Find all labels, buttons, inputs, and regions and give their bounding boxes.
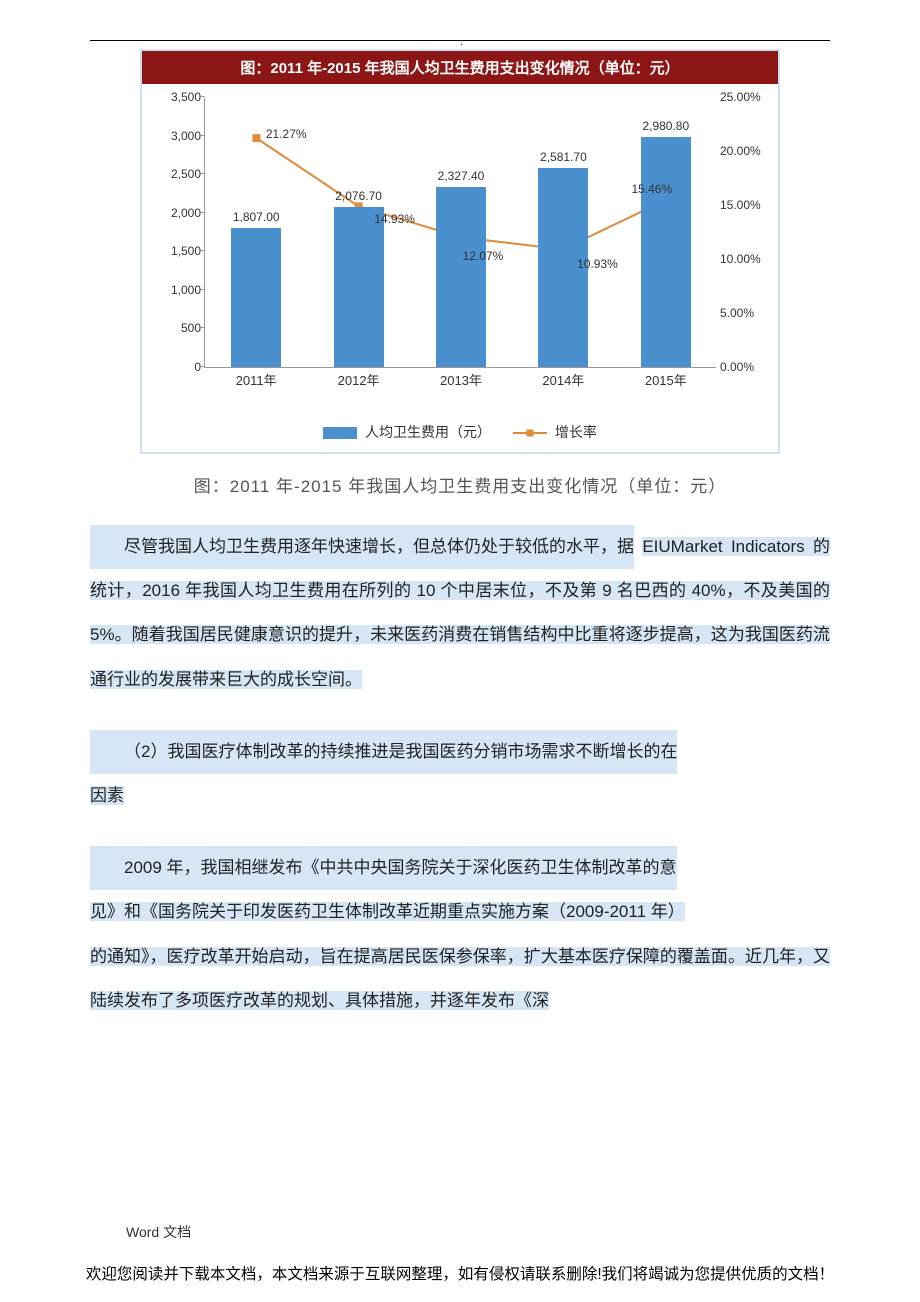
x-category-label: 2013年 [440,370,482,389]
x-category-label: 2015年 [645,370,687,389]
y-left-tick: 3,500 [155,90,201,104]
x-category-label: 2011年 [236,370,277,389]
y-left-tick: 2,500 [155,167,201,181]
bar-value-label: 2,076.70 [334,189,384,203]
legend-line-label: 增长率 [555,424,597,440]
p2-line2: 因素 [90,786,124,805]
x-category-label: 2014年 [542,370,584,389]
legend-line-swatch [513,427,547,439]
y-left-tick: 0 [155,360,201,374]
y-right-tick: 25.00% [720,90,772,104]
y-right-tick: 10.00% [720,252,772,266]
y-left-tick: 3,000 [155,129,201,143]
y-left-tick: 1,500 [155,244,201,258]
bar: 2,076.70 [334,207,384,367]
legend-bar-swatch [323,427,357,439]
p3-rest: 的通知》，医疗改革开始启动，旨在提高居民医保参保率，扩大基本医疗保障的覆盖面。近… [90,947,830,1010]
x-category-label: 2012年 [338,370,380,389]
chart-title-banner: 图：2011 年-2015 年我国人均卫生费用支出变化情况（单位：元） [142,51,778,84]
bar: 2,980.80 [641,137,691,367]
p2-line1: （2）我国医疗体制改革的持续推进是我国医药分销市场需求不断增长的在 [90,730,677,774]
y-left-tick: 1,000 [155,283,201,297]
growth-label: 21.27% [266,127,307,141]
paragraph-3: 2009 年，我国相继发布《中共中央国务院关于深化医药卫生体制改革的意 见》和《… [90,846,830,1023]
chart-caption: 图：2011 年-2015 年我国人均卫生费用支出变化情况（单位：元） [90,472,830,497]
y-left-tick: 2,000 [155,206,201,220]
chart-legend: 人均卫生费用（元） 增长率 [142,414,778,452]
p3-line2: 见》和《国务院关于印发医药卫生体制改革近期重点实施方案（2009-2011 年） [90,902,685,921]
bar: 1,807.00 [231,228,281,367]
y-right-tick: 20.00% [720,144,772,158]
y-right-tick: 15.00% [720,198,772,212]
chart-container: 图：2011 年-2015 年我国人均卫生费用支出变化情况（单位：元） 0 500… [140,49,780,454]
bar-value-label: 2,980.80 [641,119,691,133]
chart-plot: 05001,0001,5002,0002,5003,0003,5000.00%5… [204,98,716,368]
y-right-tick: 0.00% [720,360,772,374]
footer-word-label: Word 文档 [126,1222,191,1242]
header-dot: . [460,37,463,48]
paragraph-1: 尽管我国人均卫生费用逐年快速增长，但总体仍处于较低的水平，据 EIUMarket… [90,525,830,702]
p1-line1: 尽管我国人均卫生费用逐年快速增长，但总体仍处于较低的水平，据 [90,525,634,569]
bar: 2,327.40 [436,187,486,367]
bar-value-label: 2,327.40 [436,169,486,183]
growth-label: 10.93% [577,257,618,271]
p3-line1: 2009 年，我国相继发布《中共中央国务院关于深化医药卫生体制改革的意 [90,846,677,890]
bar-value-label: 2,581.70 [538,150,588,164]
bar-value-label: 1,807.00 [231,210,281,224]
footer-note: 欢迎您阅读并下载本文档，本文档来源于互联网整理，如有侵权请联系删除!我们将竭诚为… [0,1262,920,1284]
p1-end: 巨大的成长空间。 [226,670,362,689]
header-rule: . [90,40,830,41]
growth-label: 12.07% [463,249,504,263]
growth-label: 14.93% [374,212,415,226]
y-right-tick: 5.00% [720,306,772,320]
chart-plot-area: 0 500 1,000 1,500 2,000 2,500 3,000 3,500 0.00% 5… [142,84,778,414]
y-left-tick: 500 [155,321,201,335]
legend-bar-label: 人均卫生费用（元） [365,424,491,440]
paragraph-2: （2）我国医疗体制改革的持续推进是我国医药分销市场需求不断增长的在 因素 [90,730,830,818]
growth-label: 15.46% [631,182,672,196]
